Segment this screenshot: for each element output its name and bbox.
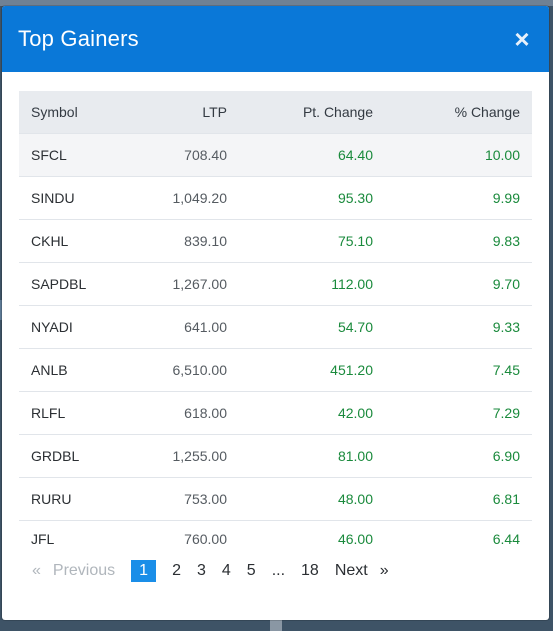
- cell-pt-change: 54.70: [337, 318, 373, 335]
- table-row[interactable]: RLFL 618.00 42.00 7.29: [19, 391, 532, 434]
- table-row[interactable]: JFL 760.00 46.00 6.44: [19, 520, 532, 558]
- cell-ltp: 760.00: [184, 531, 227, 548]
- modal-header: Top Gainers ×: [2, 6, 549, 72]
- page-ellipsis: ...: [271, 562, 286, 579]
- cell-symbol: SAPDBL: [31, 275, 87, 292]
- backdrop-top: [0, 0, 553, 6]
- cell-ltp: 618.00: [184, 404, 227, 421]
- cell-pt-change: 95.30: [337, 189, 373, 206]
- cell-symbol: SFCL: [31, 146, 67, 163]
- cell-pt-change: 81.00: [337, 447, 373, 464]
- cell-pt-change: 451.20: [330, 361, 373, 378]
- cell-symbol: JFL: [31, 531, 55, 548]
- header-ltp: LTP: [202, 103, 227, 120]
- table-row[interactable]: GRDBL 1,255.00 81.00 6.90: [19, 434, 532, 477]
- pagination: « Previous 1 2 3 4 5 ... 18 Next »: [24, 560, 397, 582]
- cell-pt-change: 42.00: [337, 404, 373, 421]
- table-row[interactable]: SAPDBL 1,267.00 112.00 9.70: [19, 262, 532, 305]
- page-5-button[interactable]: 5: [246, 562, 256, 579]
- cell-pct-change: 6.90: [492, 447, 520, 464]
- table-row[interactable]: NYADI 641.00 54.70 9.33: [19, 305, 532, 348]
- close-icon[interactable]: ×: [514, 24, 530, 54]
- cell-ltp: 6,510.00: [172, 361, 228, 378]
- cell-symbol: GRDBL: [31, 447, 80, 464]
- cell-symbol: SINDU: [31, 189, 75, 206]
- cell-ltp: 1,267.00: [172, 275, 228, 292]
- header-pt-change: Pt. Change: [302, 103, 373, 120]
- modal-title: Top Gainers: [18, 26, 139, 51]
- cell-pct-change: 9.70: [492, 275, 520, 292]
- cell-pt-change: 112.00: [331, 275, 373, 292]
- cell-symbol: CKHL: [31, 232, 69, 249]
- table-row[interactable]: CKHL 839.10 75.10 9.83: [19, 219, 532, 262]
- cell-pt-change: 48.00: [337, 490, 373, 507]
- table-row[interactable]: SINDU 1,049.20 95.30 9.99: [19, 176, 532, 219]
- header-pct-change: % Change: [454, 103, 520, 120]
- cell-ltp: 839.10: [184, 232, 227, 249]
- table-header-row: Symbol LTP Pt. Change % Change: [19, 91, 532, 133]
- cell-ltp: 1,049.20: [172, 189, 228, 206]
- cell-pct-change: 10.00: [484, 146, 520, 163]
- cell-symbol: NYADI: [31, 318, 73, 335]
- gainers-table-container: Symbol LTP Pt. Change % Change SFCL 708.…: [19, 91, 532, 558]
- table-row[interactable]: RURU 753.00 48.00 6.81: [19, 477, 532, 520]
- cell-pct-change: 9.33: [492, 318, 520, 335]
- gainers-table: Symbol LTP Pt. Change % Change SFCL 708.…: [19, 91, 532, 558]
- cell-pct-change: 7.45: [492, 361, 520, 378]
- cell-pct-change: 9.83: [492, 232, 520, 249]
- page-1-button[interactable]: 1: [131, 560, 157, 582]
- cell-ltp: 753.00: [184, 490, 227, 507]
- page-3-button[interactable]: 3: [196, 562, 206, 579]
- page-2-button[interactable]: 2: [172, 562, 181, 579]
- page-4-button[interactable]: 4: [221, 562, 231, 579]
- cell-pt-change: 75.10: [337, 232, 373, 249]
- cell-symbol: RLFL: [31, 404, 66, 421]
- cell-pt-change: 46.00: [337, 531, 373, 548]
- next-button[interactable]: Next: [334, 562, 368, 579]
- cell-pct-change: 6.81: [492, 490, 520, 507]
- header-symbol: Symbol: [31, 103, 78, 120]
- cell-symbol: RURU: [31, 490, 72, 507]
- cell-ltp: 708.40: [184, 146, 227, 163]
- cell-pct-change: 6.44: [492, 531, 520, 548]
- previous-button: Previous: [52, 562, 116, 579]
- table-row[interactable]: SFCL 708.40 64.40 10.00: [19, 133, 532, 176]
- cell-pt-change: 64.40: [337, 146, 373, 163]
- cell-symbol: ANLB: [31, 361, 68, 378]
- cell-ltp: 641.00: [184, 318, 227, 335]
- next-arrow-icon[interactable]: »: [379, 562, 389, 579]
- table-row[interactable]: ANLB 6,510.00 451.20 7.45: [19, 348, 532, 391]
- cell-ltp: 1,255.00: [172, 447, 228, 464]
- prev-arrow-icon: «: [32, 562, 41, 579]
- cell-pct-change: 9.99: [492, 189, 520, 206]
- cell-pct-change: 7.29: [492, 404, 520, 421]
- page-18-button[interactable]: 18: [301, 562, 319, 579]
- top-gainers-modal: Top Gainers × Symbol LTP Pt. Change % Ch…: [2, 6, 549, 620]
